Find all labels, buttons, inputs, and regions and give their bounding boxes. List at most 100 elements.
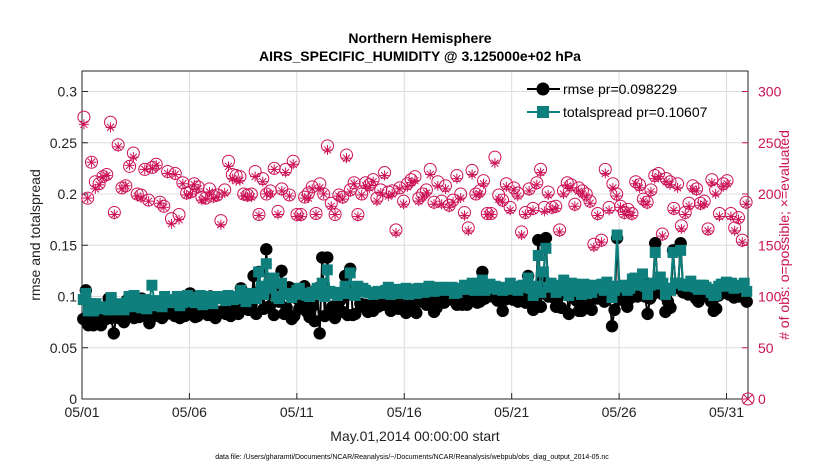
- obs-evaluated-marker: [86, 157, 97, 168]
- obs-evaluated-stroke: [354, 212, 362, 221]
- obs-evaluated-marker: [379, 170, 390, 181]
- obs-evaluated-marker: [680, 209, 691, 220]
- obs-evaluated-stroke: [217, 220, 225, 229]
- series-lines: [77, 229, 753, 340]
- obs-evaluated-stroke: [498, 198, 507, 207]
- y2-tick-label: 250: [758, 135, 782, 151]
- obs-evaluated-marker: [474, 189, 485, 199]
- totalspread-point: [268, 272, 280, 284]
- obs-evaluated-marker: [295, 211, 306, 222]
- obs-evaluated-marker: [307, 183, 318, 194]
- obs-evaluated-stroke: [335, 192, 343, 200]
- obs-evaluated-marker: [585, 198, 596, 209]
- y2-tick-label: 100: [758, 289, 782, 305]
- obs-evaluated-stroke: [422, 189, 431, 197]
- obs-evaluated-stroke: [277, 187, 286, 195]
- rmse-point: [410, 306, 423, 320]
- y-axis-label: rmse and totalspread: [27, 169, 43, 301]
- obs-evaluated-stroke: [236, 176, 244, 185]
- obs-evaluated-marker: [143, 196, 154, 207]
- obs-evaluated-stroke: [251, 172, 260, 181]
- obs-evaluated-marker: [387, 189, 398, 199]
- obs-evaluated-marker: [611, 191, 622, 202]
- obs-evaluated-stroke: [205, 188, 214, 196]
- obs-evaluated-marker: [459, 210, 470, 221]
- obs-evaluated-stroke: [129, 153, 138, 161]
- totalspread-point: [141, 303, 153, 315]
- obs-evaluated-stroke: [742, 200, 750, 209]
- obs-evaluated-marker: [265, 189, 276, 199]
- obs-evaluated-stroke: [559, 190, 568, 198]
- obs-evaluated-marker: [200, 194, 211, 205]
- obs-evaluated-marker: [128, 152, 139, 163]
- totalspread-point: [80, 287, 92, 299]
- totalspread-point: [738, 277, 750, 289]
- totalspread-point: [741, 285, 753, 297]
- obs-evaluated-stroke: [727, 212, 735, 221]
- obs-evaluated-marker: [657, 231, 668, 242]
- obs-evaluated-marker: [82, 193, 93, 204]
- rmse-point: [232, 307, 245, 321]
- obs-evaluated-stroke: [346, 188, 355, 196]
- obs-evaluated-stroke: [517, 231, 526, 239]
- obs-evaluated-stroke: [738, 238, 747, 247]
- obs-evaluated-marker: [257, 176, 268, 187]
- obs-evaluated-stroke: [270, 165, 279, 174]
- obs-evaluated-marker: [185, 189, 196, 199]
- totalspread-point: [128, 289, 140, 301]
- obs-evaluated-marker: [558, 189, 569, 199]
- obs-evaluated-marker: [151, 160, 162, 171]
- obs-evaluated-stroke: [605, 206, 613, 215]
- obs-evaluated-stroke: [426, 170, 435, 179]
- rmse-point: [605, 320, 619, 333]
- obs-evaluated-marker: [284, 191, 295, 202]
- totalspread-point: [77, 294, 89, 306]
- obs-evaluated-stroke: [494, 195, 503, 203]
- totalspread-point: [316, 277, 328, 289]
- obs-evaluated-stroke: [167, 219, 176, 228]
- obs-evaluated-stroke: [723, 179, 731, 188]
- rmse-point: [710, 302, 723, 315]
- obs-evaluated-marker: [729, 225, 740, 236]
- obs-evaluated-stroke: [692, 187, 701, 195]
- obs-evaluated-marker: [212, 192, 223, 203]
- obs-evaluated-marker: [322, 144, 333, 155]
- totalspread-point: [476, 274, 488, 286]
- obs-evaluated-stroke: [220, 189, 229, 197]
- totalspread-point: [540, 242, 552, 254]
- totalspread-point: [675, 244, 687, 256]
- obs-evaluated-stroke: [578, 190, 587, 198]
- obs-evaluated-marker: [505, 205, 516, 216]
- obs-evaluated-marker: [352, 211, 363, 222]
- obs-evaluated-stroke: [308, 185, 317, 193]
- rmse-point: [534, 300, 548, 313]
- obs-evaluated-stroke: [681, 210, 690, 219]
- obs-evaluated-marker: [653, 171, 664, 182]
- rmse-point: [585, 303, 598, 317]
- obs-evaluated-stroke: [399, 200, 408, 209]
- obs-evaluated-marker: [722, 178, 733, 189]
- obs-evaluated-marker: [581, 192, 592, 203]
- obs-evaluated-stroke: [433, 181, 442, 190]
- x-tick-label: 05/21: [494, 404, 529, 420]
- obs-evaluated-stroke: [304, 194, 313, 202]
- obs-evaluated-stroke: [586, 199, 594, 208]
- obs-evaluated-stroke: [140, 165, 149, 174]
- y2-axis-label: # of obs: o=possible; ×=evaluated: [776, 130, 792, 340]
- rmse-point: [280, 301, 293, 314]
- obs-evaluated-marker: [234, 175, 245, 186]
- obs-evaluated-stroke: [532, 180, 541, 189]
- obs-evaluated-marker: [520, 209, 531, 220]
- totalspread-point: [624, 282, 636, 294]
- obs-evaluated-stroke: [342, 154, 351, 162]
- obs-evaluated-stroke: [159, 203, 168, 212]
- obs-evaluated-stroke: [152, 161, 161, 170]
- obs-evaluated-marker: [710, 189, 721, 199]
- obs-evaluated-stroke: [544, 191, 553, 199]
- obs-evaluated-marker: [645, 186, 656, 197]
- obs-evaluated-marker: [368, 176, 379, 187]
- obs-evaluated-marker: [398, 199, 409, 210]
- obs-evaluated-stroke: [369, 177, 377, 186]
- obs-evaluated-marker: [345, 186, 356, 197]
